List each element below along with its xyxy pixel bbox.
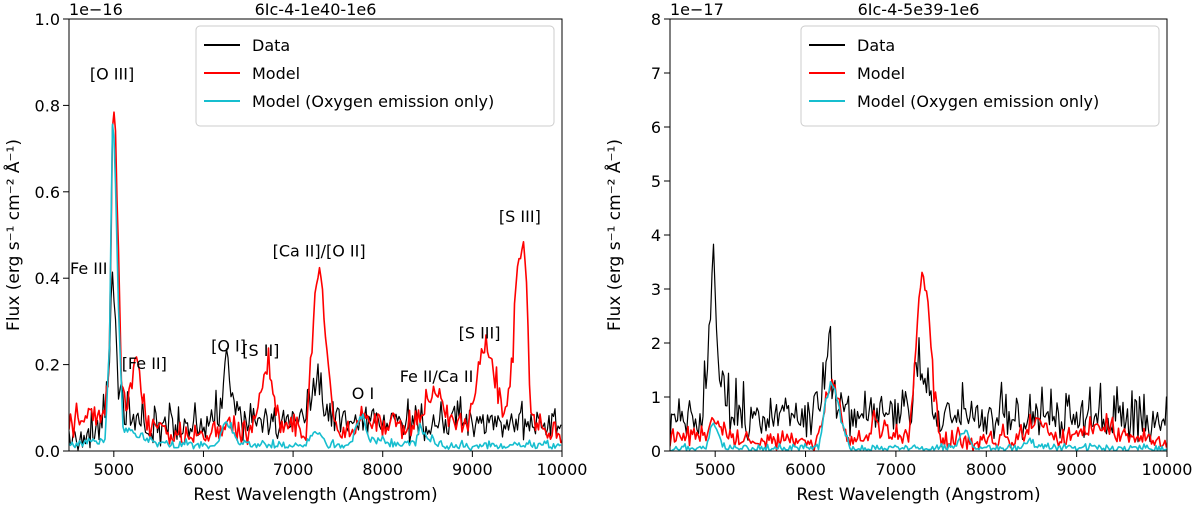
y-tick-label: 0.8 [35, 96, 60, 115]
plot-frame [68, 18, 563, 452]
x-axis-label: Rest Wavelength (Angstrom) [193, 485, 437, 505]
line-annotation: [O III] [90, 64, 134, 83]
y-tick-label: 0.6 [35, 183, 60, 202]
x-tick-label: 9000 [1056, 460, 1097, 479]
y-tick-label: 0.0 [35, 442, 60, 461]
x-tick-label: 7000 [273, 460, 314, 479]
legend-label: Data [857, 36, 895, 55]
chart-panel-2: 5000 6000 7000 8000 9000 10000 0 1 2 3 4 5 6 7 8 Rest W… [603, 0, 1192, 505]
line-annotation: Fe III [70, 259, 107, 278]
y-tick-label: 6 [651, 118, 661, 137]
y-offset-text: 1e−17 [670, 0, 724, 19]
series-line-model-oxygen-emission-only [670, 380, 1167, 451]
y-tick-label: 5 [651, 172, 661, 191]
line-annotation: [Fe II] [122, 354, 167, 373]
y-tick-label: 0.2 [35, 356, 60, 375]
series-line-model [69, 111, 562, 446]
legend-label: Model (Oxygen emission only) [252, 92, 494, 111]
chart-title: 6Ic-4-5e39-1e6 [858, 0, 980, 19]
line-annotation: O I [352, 384, 374, 403]
y-axis-label: Flux (erg s⁻¹ cm⁻² Å⁻¹) [603, 139, 625, 331]
x-axis-label: Rest Wavelength (Angstrom) [796, 485, 1040, 505]
legend-label: Model [252, 64, 300, 83]
line-annotation: [S III] [499, 207, 541, 226]
y-tick-label: 1.0 [35, 10, 60, 29]
x-tick-label: 5000 [695, 460, 736, 479]
x-tick-label: 8000 [362, 460, 403, 479]
x-tick-label: 8000 [966, 460, 1007, 479]
line-annotation: [S II] [242, 341, 279, 360]
legend-label: Model [857, 64, 905, 83]
x-tick-label: 10000 [1142, 460, 1193, 479]
x-tick-label: 5000 [93, 460, 134, 479]
y-tick-label: 0.4 [35, 269, 60, 288]
y-tick-label: 0 [651, 442, 661, 461]
line-annotation: [Ca II]/[O II] [273, 242, 366, 261]
y-tick-label: 1 [651, 388, 661, 407]
line-annotation: [S III] [459, 324, 501, 343]
y-tick-label: 2 [651, 334, 661, 353]
series-line-model-oxygen-emission-only [69, 123, 562, 451]
chart-panel-1: 5000 6000 7000 8000 9000 10000 0.0 0.2 0.4 0.6 0.8… [2, 0, 587, 505]
legend-label: Data [252, 36, 290, 55]
x-tick-label: 10000 [537, 460, 588, 479]
chart-title: 6Ic-4-1e40-1e6 [255, 0, 377, 19]
y-tick-label: 7 [651, 64, 661, 83]
y-tick-label: 3 [651, 280, 661, 299]
legend-label: Model (Oxygen emission only) [857, 92, 1099, 111]
series-line-model [670, 271, 1167, 451]
legend: Data Model Model (Oxygen emission only) [800, 25, 1160, 127]
series-line-data [670, 243, 1167, 444]
legend: Data Model Model (Oxygen emission only) [195, 25, 555, 127]
x-tick-label: 6000 [785, 460, 826, 479]
x-tick-label: 6000 [183, 460, 224, 479]
x-tick-label: 7000 [876, 460, 917, 479]
y-offset-text: 1e−16 [69, 0, 123, 19]
y-axis-label: Flux (erg s⁻¹ cm⁻² Å⁻¹) [2, 139, 24, 331]
x-tick-label: 9000 [452, 460, 493, 479]
line-annotation: [O I] [211, 337, 246, 356]
y-tick-label: 4 [651, 226, 661, 245]
line-annotation: Fe II/Ca II [400, 367, 474, 386]
y-tick-label: 8 [651, 10, 661, 29]
